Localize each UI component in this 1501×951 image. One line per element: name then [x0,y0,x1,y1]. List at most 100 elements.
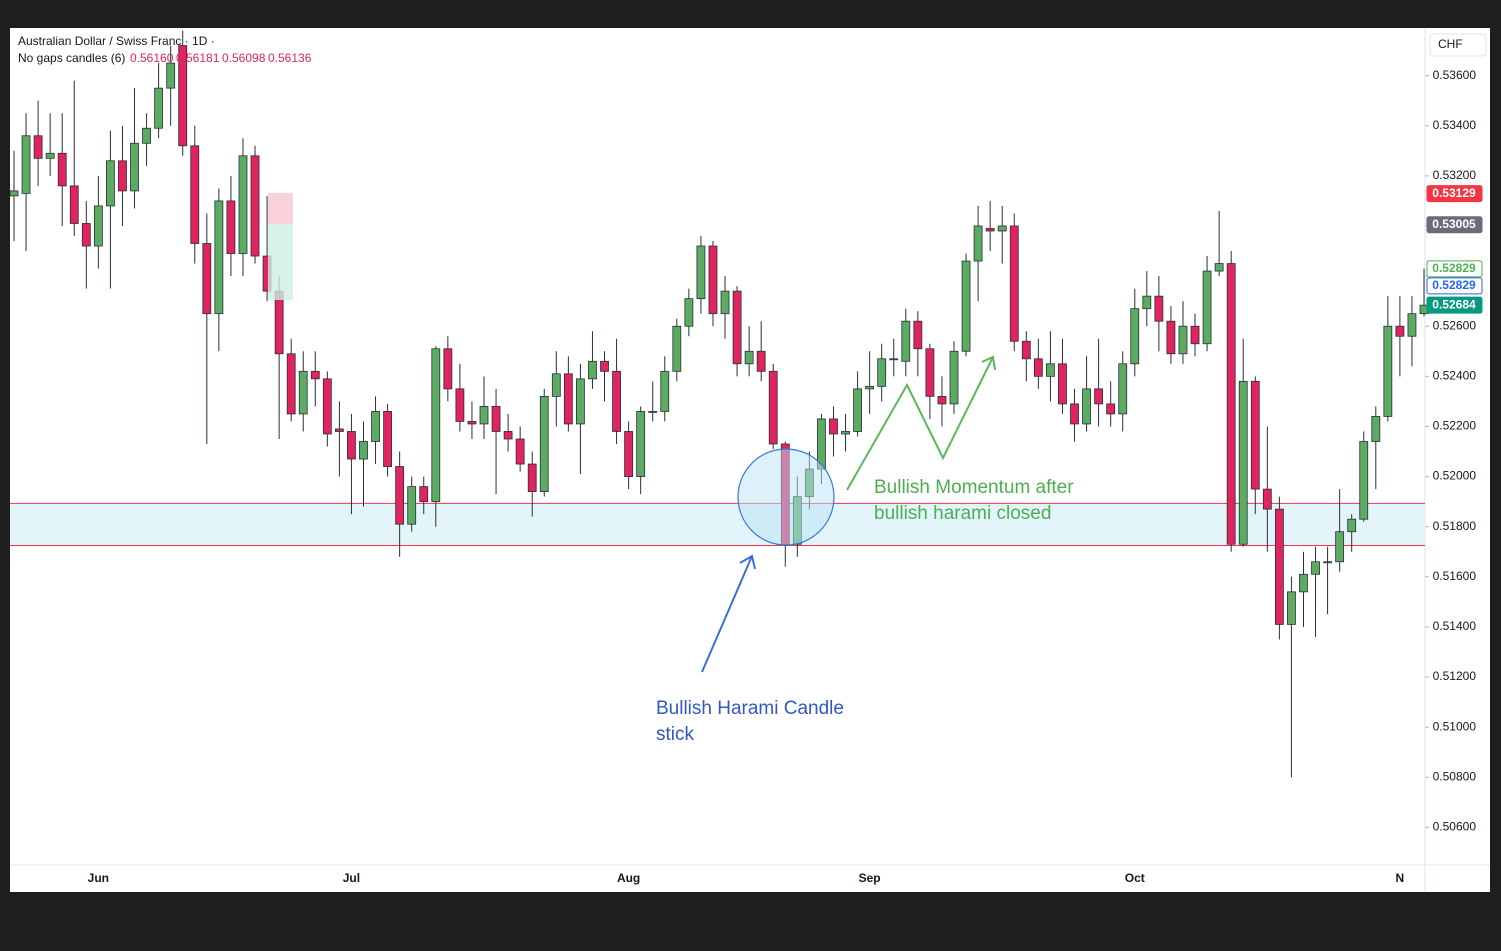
annotation: stick [656,724,695,745]
candle-body [696,245,706,300]
candle-body [178,45,188,147]
candle-body [1371,416,1381,442]
candle-body [250,155,260,257]
x-tick-label: Aug [617,871,640,885]
zone-group [10,502,1425,546]
candle-body [563,373,573,425]
candle-body [829,418,838,435]
candle-body [841,431,850,435]
candle-body [347,431,356,460]
y-tick-label: 0.51800 [1433,519,1477,533]
candle-body [166,62,176,89]
price-badge-label: 0.53005 [1432,217,1476,231]
candle-body [69,185,79,224]
candle-body [419,486,429,503]
momentum-arrow [846,356,994,491]
chart-title: Australian Dollar / Swiss Franc · 1D · [18,34,215,48]
y-tick-label: 0.50600 [1433,820,1477,834]
candle-body [1021,340,1031,360]
candle-body [1395,325,1405,337]
candle-body [1009,225,1019,342]
candle-body [154,87,164,129]
y-tick-label: 0.51000 [1433,719,1477,733]
candle-body [515,438,525,465]
candle-body [588,360,597,380]
candle-body [1070,403,1079,425]
candle-body [21,135,31,194]
candle-body [865,385,875,390]
position-target [268,224,293,300]
y-tick-label: 0.51600 [1433,569,1477,583]
candle-body [708,245,718,315]
annotation: Bullish Harami Candle [656,698,844,719]
candle-body [973,225,983,262]
candle-body [889,358,899,361]
candle-body [925,348,935,397]
candle-body [1287,591,1296,625]
candle-body [1178,325,1188,355]
candle-body [1130,308,1140,365]
candle-body [1347,518,1357,533]
arrow-head [981,355,996,371]
currency-box[interactable] [1429,33,1487,57]
zone [10,503,1425,546]
price-badge-label: 0.52829 [1432,278,1476,292]
candle-body [720,290,730,315]
x-tick-label: N [1396,871,1405,885]
candle-body [371,411,380,442]
candle-body [106,160,115,207]
candle-body [1033,358,1043,377]
candle-body [527,463,537,493]
candle-body [913,320,923,350]
drawings [268,193,996,673]
currency[interactable]: CHF [1438,37,1463,51]
candle-body [539,395,549,493]
candle-body [600,360,609,372]
candle-body [503,431,513,440]
harami-circle [737,448,835,546]
candle-body [81,223,91,247]
harami-arrow [701,555,753,673]
y-tick-label: 0.51200 [1433,669,1477,683]
y-tick-label: 0.52600 [1433,318,1477,332]
candle-body [648,411,658,413]
candle-body [479,406,489,425]
candle-body [383,411,392,467]
candle-body [455,388,465,422]
candle-body [118,160,127,192]
y-tick-label: 0.53600 [1433,68,1477,82]
candle-body [1238,380,1248,545]
candle-body [877,358,887,387]
price-badge [1426,185,1483,203]
candle-body [1202,270,1212,345]
candle-body [274,290,284,355]
candle-body [961,260,971,352]
candle-body [1106,403,1116,415]
price-badge [1426,277,1483,295]
y-tick-label: 0.53400 [1433,118,1477,132]
candle-body [359,441,368,460]
annotation: bullish harami closed [874,503,1051,524]
price-badge [1426,216,1483,234]
y-tick-label: 0.52200 [1433,419,1477,433]
candle-body [624,431,634,477]
candle-body [853,388,862,432]
candle-body [1311,561,1320,575]
candle-body [1323,561,1332,564]
candle-body [202,243,212,315]
candle-body [298,370,308,415]
candle-body [310,370,320,380]
candle-body [660,370,670,412]
candle-body [443,348,453,390]
candle-body [1214,263,1224,272]
position-stop [268,193,293,224]
legend-value: 0.56181 [176,51,220,65]
candle-body [1094,388,1104,405]
candle-body [322,378,332,435]
candle-body [949,350,959,405]
candle-body [1383,325,1393,417]
candle-body [612,370,621,432]
legend-value: 0.56098 [222,51,266,65]
candle-body [768,370,778,445]
